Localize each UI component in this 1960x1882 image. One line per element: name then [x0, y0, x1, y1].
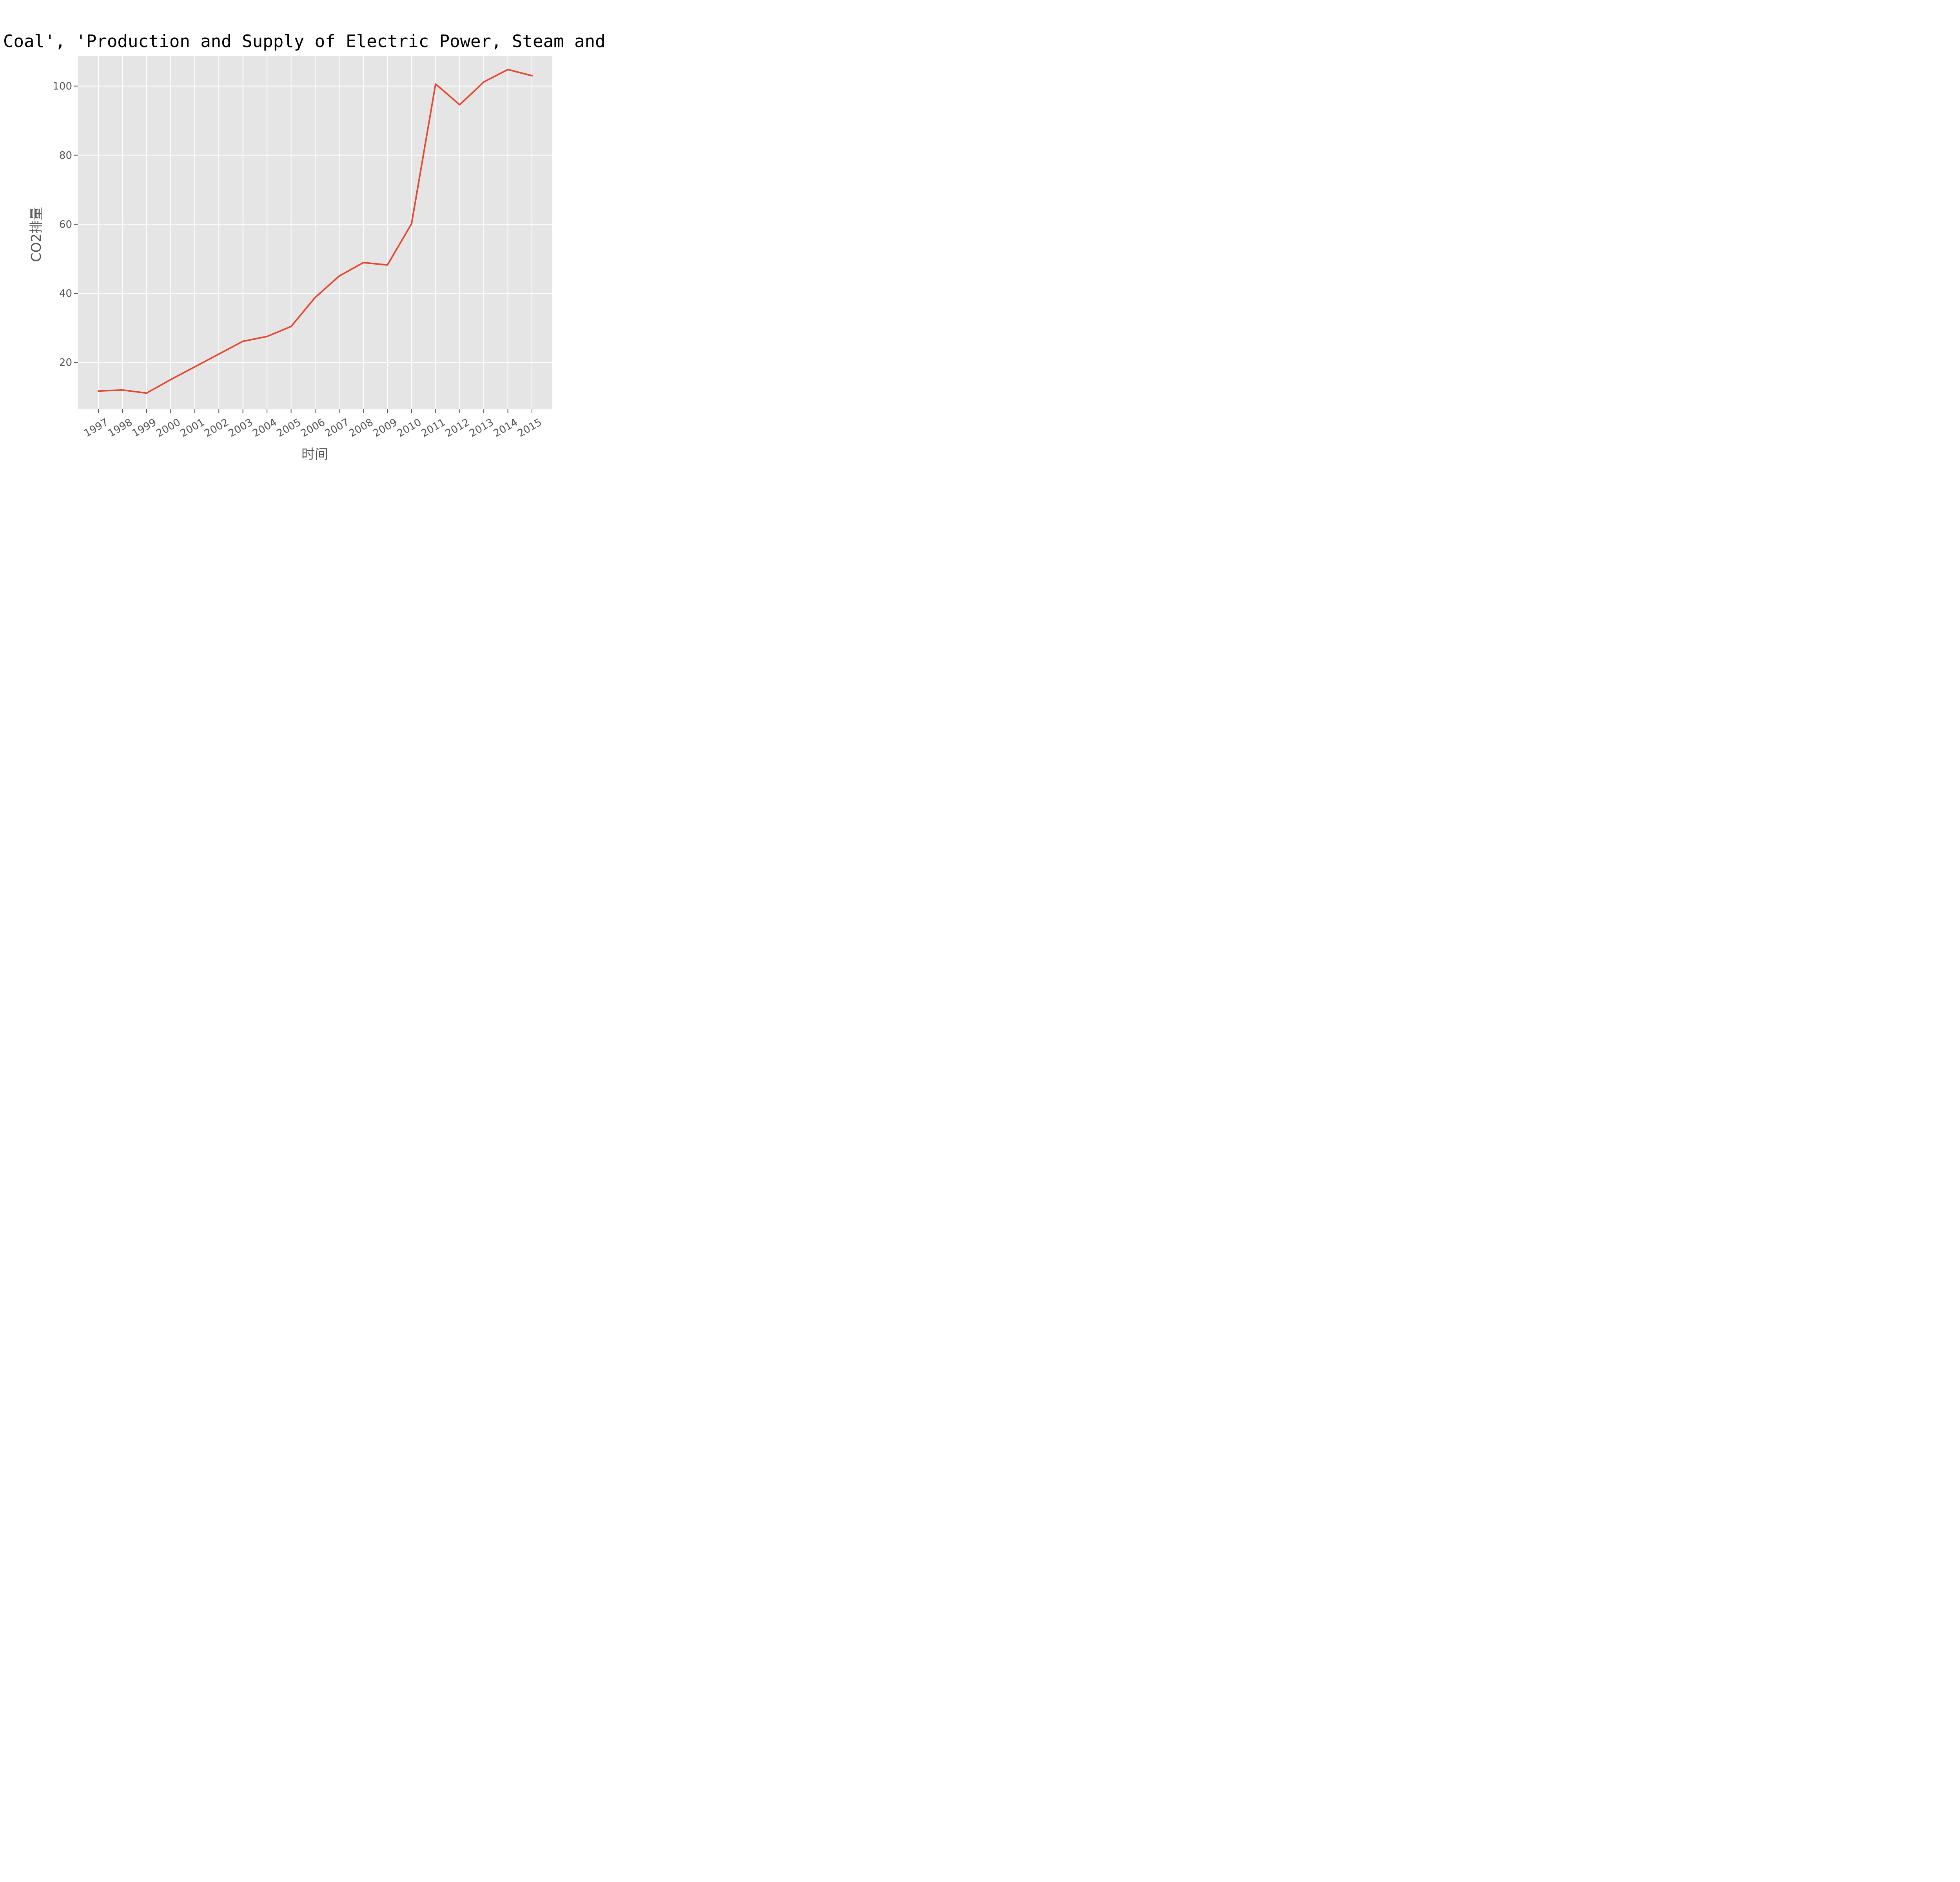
x-tick-label: 2008 [347, 416, 375, 440]
x-tick-label: 2000 [154, 416, 183, 440]
line-chart: Coal', 'Production and Supply of Electri… [3, 31, 615, 461]
x-tick-label: 1997 [82, 416, 110, 440]
y-tick-label: 20 [59, 357, 72, 369]
x-tick-label: 2010 [395, 416, 423, 440]
x-tick-label: 2006 [299, 416, 327, 440]
x-tick-label: 2015 [515, 416, 544, 440]
y-tick-labels: 20 40 60 80 100 [53, 81, 72, 369]
series-layer [98, 69, 533, 394]
x-tick-label: 2007 [323, 416, 351, 440]
x-tick-label: 2003 [227, 416, 255, 440]
chart-title: Coal', 'Production and Supply of Electri… [3, 31, 615, 51]
y-tick-label: 60 [59, 219, 72, 231]
x-tick-label: 2013 [467, 416, 495, 440]
x-tick-label: 2014 [492, 416, 520, 440]
x-tick-label: 1999 [130, 416, 158, 440]
y-tick-label: 40 [59, 288, 72, 300]
x-tick-label: 2012 [443, 416, 472, 440]
grid-lines [78, 56, 552, 409]
x-tick-label: 2001 [178, 416, 207, 440]
x-axis-label: 时间 [301, 447, 328, 461]
y-tick-label: 80 [59, 150, 72, 162]
y-tick-label: 100 [53, 81, 72, 93]
series-line [98, 69, 533, 394]
axis-ticks [74, 85, 532, 413]
x-tick-label: 2011 [419, 416, 447, 440]
x-tick-label: 2004 [250, 416, 279, 440]
x-tick-label: 2009 [371, 416, 399, 440]
x-tick-label: 2005 [275, 416, 303, 440]
x-tick-label: 1998 [106, 416, 134, 440]
y-axis-label: CO2排量 [29, 207, 44, 262]
x-tick-label: 2002 [202, 416, 230, 440]
x-tick-labels: 1997199819992000200120022003200420052006… [82, 416, 544, 440]
